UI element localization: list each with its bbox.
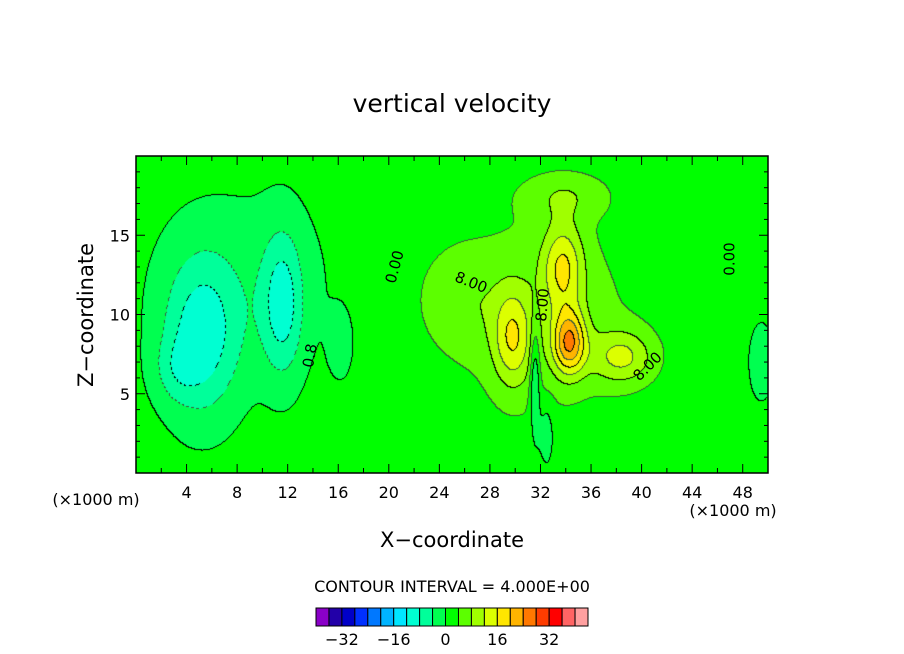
colorbar-swatch: [496, 607, 511, 627]
colorbar-swatch: [483, 607, 498, 627]
colorbar-tick-label: 0: [440, 630, 450, 649]
x-axis-label: X−coordinate: [380, 528, 524, 552]
colorbar-swatch: [432, 607, 447, 627]
colorbar-tick-label: 16: [487, 630, 507, 649]
y-axis-label: Z−coordinate: [74, 243, 98, 387]
x-tick-label: 16: [328, 483, 348, 502]
plot-area: [136, 156, 768, 473]
colorbar-swatch: [315, 607, 330, 627]
colorbar-tick-label: −16: [377, 630, 411, 649]
x-tick-label: 20: [379, 483, 399, 502]
colorbar-ticks: −32 −16 0 16 32: [325, 630, 559, 649]
colorbar-swatch: [522, 607, 537, 627]
y-tick-label: 10: [110, 306, 130, 325]
x-tick-label: 8: [232, 483, 242, 502]
x-tick-label: 32: [530, 483, 550, 502]
x-unit-left: (×1000 m): [52, 490, 139, 509]
x-tick-label: 4: [181, 483, 191, 502]
colorbar-swatch: [535, 607, 550, 627]
x-tick-label: 48: [733, 483, 753, 502]
colorbar-swatch: [509, 607, 524, 627]
colorbar-swatch: [548, 607, 563, 627]
contour-interval-text: CONTOUR INTERVAL = 4.000E+00: [314, 577, 590, 596]
contour-label-5: 0.00: [721, 242, 739, 275]
x-tick-label: 28: [480, 483, 500, 502]
colorbar-tick-label: 32: [539, 630, 559, 649]
x-tick-label: 44: [682, 483, 702, 502]
colorbar-swatch: [457, 607, 472, 627]
colorbar-tick-label: −32: [325, 630, 359, 649]
contour-label-6: 0.8: [299, 342, 321, 369]
colorbar-swatch: [419, 607, 434, 627]
field-raster: [136, 156, 768, 473]
y-tick-label: 15: [110, 226, 130, 245]
colorbar-swatch: [354, 607, 369, 627]
colorbar-swatch: [367, 607, 382, 627]
y-tick-label: 5: [120, 385, 130, 404]
colorbar-swatch: [561, 607, 576, 627]
colorbar-swatch: [341, 607, 356, 627]
colorbar-swatch: [445, 607, 459, 627]
x-tick-label: 12: [278, 483, 298, 502]
contour-label-3: 8.00: [532, 288, 553, 323]
chart-title: vertical velocity: [353, 89, 552, 118]
x-tick-label: 24: [429, 483, 449, 502]
x-axis: 4 8 12 16 20 24 28 32 36 40 44 48: [160, 156, 753, 502]
colorbar-swatch: [406, 607, 421, 627]
colorbar-swatch: [574, 607, 589, 627]
y-axis: 5 10 15: [110, 171, 768, 458]
x-tick-label: 40: [631, 483, 651, 502]
colorbar: [315, 607, 589, 627]
colorbar-swatch: [470, 607, 485, 627]
x-unit-right: (×1000 m): [689, 501, 776, 520]
colorbar-swatch: [328, 607, 343, 627]
x-tick-label: 36: [581, 483, 601, 502]
colorbar-swatch: [393, 607, 408, 627]
colorbar-swatch: [380, 607, 395, 627]
